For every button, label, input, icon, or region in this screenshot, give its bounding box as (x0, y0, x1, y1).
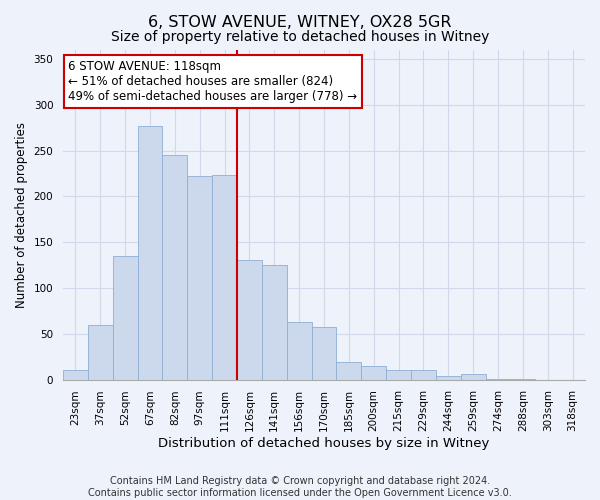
Bar (212, 176, 237, 380)
Bar (386, 370, 411, 380)
Bar (511, 378, 535, 380)
Bar (63, 370, 88, 380)
Bar (113, 256, 137, 380)
Bar (137, 126, 163, 380)
Y-axis label: Number of detached properties: Number of detached properties (15, 122, 28, 308)
Bar (187, 176, 212, 380)
Bar (485, 378, 511, 380)
Bar (88, 324, 113, 380)
Bar (311, 328, 337, 380)
Bar (262, 265, 287, 380)
Text: Contains HM Land Registry data © Crown copyright and database right 2024.
Contai: Contains HM Land Registry data © Crown c… (88, 476, 512, 498)
X-axis label: Distribution of detached houses by size in Witney: Distribution of detached houses by size … (158, 437, 490, 450)
Bar (337, 362, 361, 380)
Text: Size of property relative to detached houses in Witney: Size of property relative to detached ho… (111, 30, 489, 44)
Bar (461, 374, 485, 380)
Bar (163, 156, 187, 380)
Bar (411, 370, 436, 380)
Bar (237, 260, 262, 380)
Text: 6, STOW AVENUE, WITNEY, OX28 5GR: 6, STOW AVENUE, WITNEY, OX28 5GR (148, 15, 452, 30)
Bar (287, 322, 311, 380)
Bar (361, 366, 386, 380)
Bar (436, 376, 461, 380)
Text: 6 STOW AVENUE: 118sqm
← 51% of detached houses are smaller (824)
49% of semi-det: 6 STOW AVENUE: 118sqm ← 51% of detached … (68, 60, 358, 103)
